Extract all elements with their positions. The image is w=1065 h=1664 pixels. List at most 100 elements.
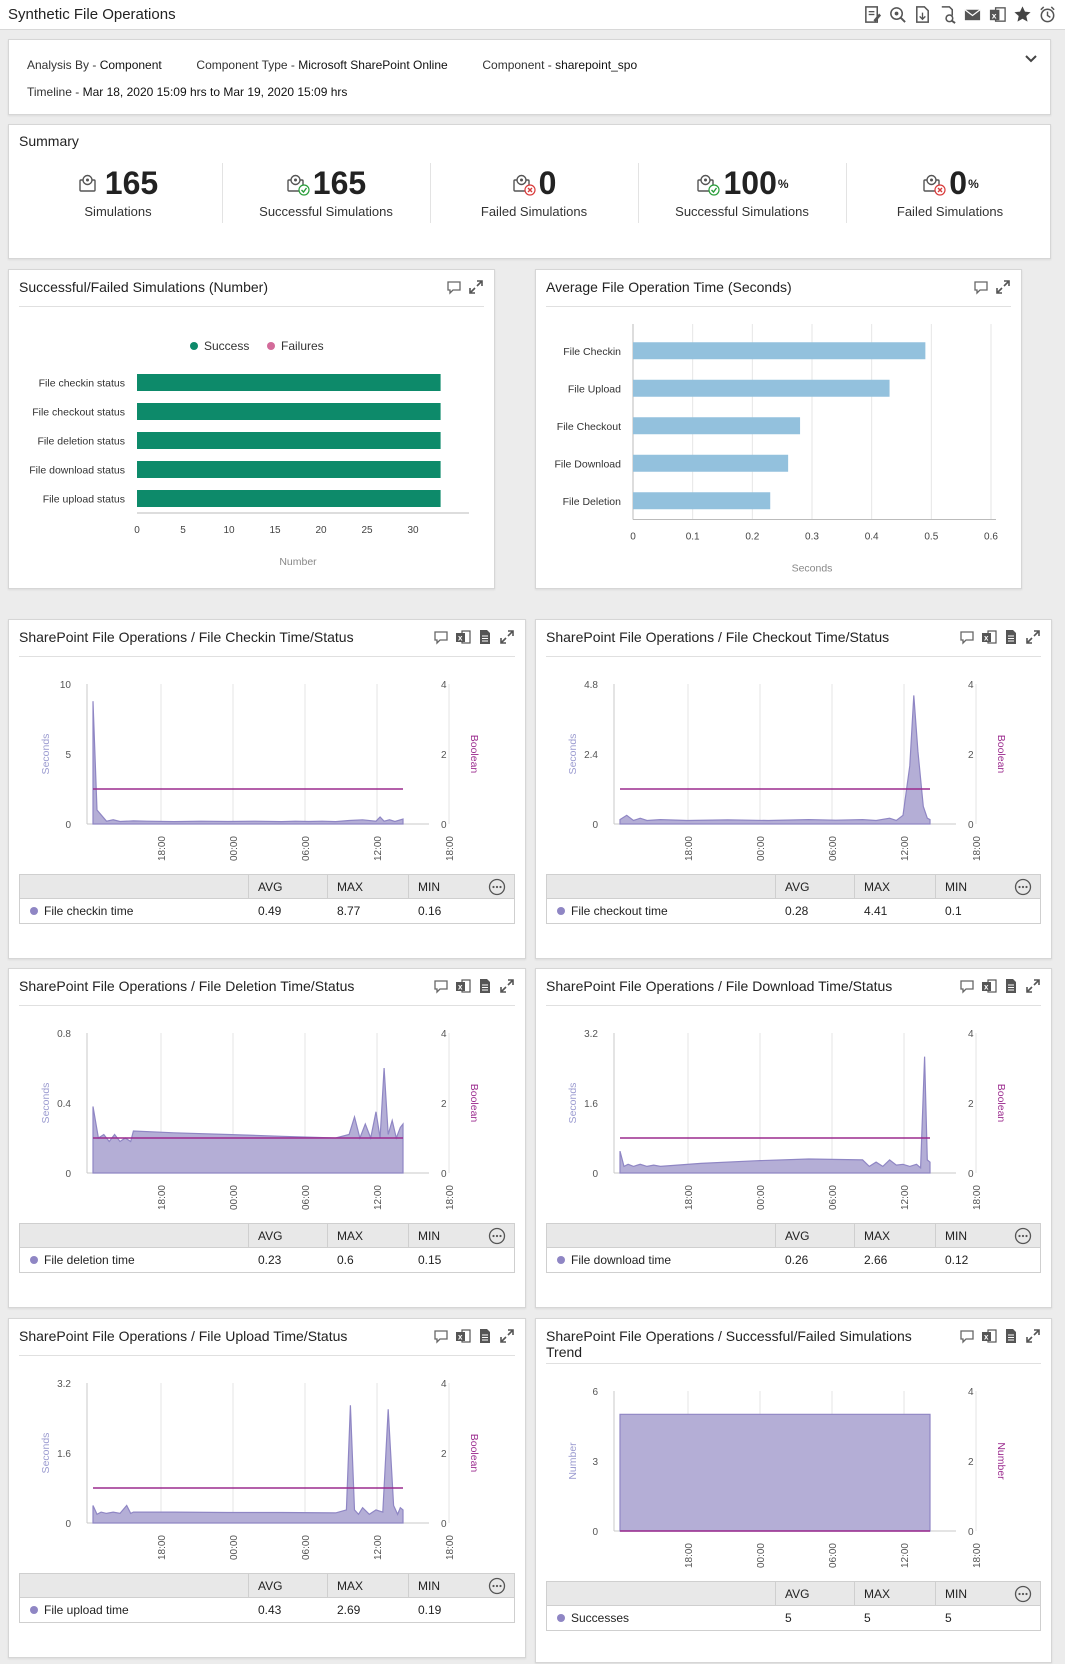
alarm-icon[interactable] bbox=[1038, 5, 1057, 24]
component-label: Component - bbox=[482, 58, 556, 72]
summary-stat-value: 0 bbox=[538, 165, 557, 201]
analysis-by-filter[interactable]: Analysis By - Component bbox=[27, 58, 162, 72]
column-divider bbox=[408, 1574, 409, 1598]
bar[interactable] bbox=[633, 417, 801, 435]
document-icon[interactable] bbox=[477, 629, 493, 645]
y2-tick-label: 2 bbox=[968, 1099, 974, 1110]
excel-icon[interactable]: x bbox=[455, 978, 471, 994]
y-category-label: File deletion status bbox=[37, 436, 125, 448]
page-title: Synthetic File Operations bbox=[8, 6, 176, 23]
y-tick-label: 5 bbox=[65, 750, 71, 761]
panel-divider bbox=[19, 1005, 515, 1006]
summary-stat: 165 Simulations bbox=[14, 165, 222, 225]
component-type-filter[interactable]: Component Type - Microsoft SharePoint On… bbox=[196, 58, 447, 72]
expand-icon[interactable] bbox=[468, 279, 484, 295]
bar[interactable] bbox=[633, 342, 926, 360]
time-series-panel: SharePoint File Operations / File Checki… bbox=[8, 619, 526, 959]
excel-icon[interactable]: x bbox=[981, 629, 997, 645]
stat-value-cell: 5 bbox=[785, 1611, 792, 1625]
y2-axis-label: Boolean bbox=[995, 735, 1007, 774]
more-options-icon[interactable] bbox=[488, 1577, 506, 1595]
bar[interactable] bbox=[137, 403, 441, 420]
document-icon[interactable] bbox=[1003, 629, 1019, 645]
more-options-icon[interactable] bbox=[1014, 878, 1032, 896]
comment-icon[interactable] bbox=[433, 978, 449, 994]
x-tick-label: 20 bbox=[315, 525, 327, 536]
excel-icon[interactable]: x bbox=[455, 629, 471, 645]
stat-value-cell: 5 bbox=[864, 1611, 871, 1625]
wizard-icon[interactable] bbox=[888, 5, 907, 24]
summary-stat-value-row: 165 bbox=[222, 165, 430, 202]
expand-icon[interactable] bbox=[499, 978, 515, 994]
series-marker bbox=[557, 1613, 565, 1622]
expand-icon[interactable] bbox=[499, 629, 515, 645]
bar[interactable] bbox=[633, 492, 771, 510]
comment-icon[interactable] bbox=[446, 279, 462, 295]
expand-icon[interactable] bbox=[1025, 629, 1041, 645]
print-icon[interactable] bbox=[938, 5, 957, 24]
report-icon[interactable] bbox=[863, 5, 882, 24]
comment-icon[interactable] bbox=[959, 629, 975, 645]
bar[interactable] bbox=[137, 432, 441, 449]
area-series[interactable] bbox=[619, 1413, 931, 1532]
more-options-icon[interactable] bbox=[1014, 1585, 1032, 1603]
y-tick-label: 4.8 bbox=[584, 680, 598, 691]
excel-icon[interactable]: x bbox=[455, 1328, 471, 1344]
area-series[interactable] bbox=[619, 1056, 931, 1174]
document-icon[interactable] bbox=[477, 978, 493, 994]
summary-title: Summary bbox=[19, 133, 79, 149]
y2-tick-label: 2 bbox=[441, 1449, 447, 1460]
document-icon[interactable] bbox=[1003, 978, 1019, 994]
comment-icon[interactable] bbox=[973, 279, 989, 295]
y-category-label: File download status bbox=[29, 465, 125, 477]
expand-icon[interactable] bbox=[995, 279, 1011, 295]
y-axis-label: Seconds bbox=[40, 1083, 52, 1124]
y-category-label: File checkin status bbox=[39, 378, 125, 390]
bar[interactable] bbox=[633, 379, 890, 397]
panel-title: Successful/Failed Simulations (Number) bbox=[19, 279, 268, 295]
bar[interactable] bbox=[633, 454, 789, 472]
excel-icon[interactable]: x bbox=[981, 1328, 997, 1344]
area-series[interactable] bbox=[619, 695, 931, 825]
filter-row-2: Timeline - Mar 18, 2020 15:09 hrs to Mar… bbox=[27, 85, 347, 99]
expand-icon[interactable] bbox=[1025, 978, 1041, 994]
email-icon[interactable] bbox=[963, 5, 982, 24]
expand-icon[interactable] bbox=[499, 1328, 515, 1344]
comment-icon[interactable] bbox=[433, 629, 449, 645]
pdf-icon[interactable] bbox=[913, 5, 932, 24]
excel-icon[interactable]: x bbox=[988, 5, 1007, 24]
document-icon[interactable] bbox=[1003, 1328, 1019, 1344]
y2-tick-label: 0 bbox=[968, 1169, 974, 1180]
comment-icon[interactable] bbox=[433, 1328, 449, 1344]
bar[interactable] bbox=[137, 374, 441, 391]
excel-icon[interactable]: x bbox=[981, 978, 997, 994]
y-tick-label: 3.2 bbox=[584, 1029, 598, 1040]
chevron-down-icon[interactable] bbox=[1024, 52, 1038, 66]
timeline-filter[interactable]: Timeline - Mar 18, 2020 15:09 hrs to Mar… bbox=[27, 85, 347, 99]
y2-tick-label: 4 bbox=[441, 1029, 447, 1040]
bar[interactable] bbox=[137, 490, 441, 507]
more-options-icon[interactable] bbox=[1014, 1227, 1032, 1245]
component-filter[interactable]: Component - sharepoint_spo bbox=[482, 58, 637, 72]
simulation-icon bbox=[79, 174, 96, 192]
comment-icon[interactable] bbox=[959, 1328, 975, 1344]
expand-icon[interactable] bbox=[1025, 1328, 1041, 1344]
stat-value-cell: 0.23 bbox=[258, 1253, 282, 1267]
area-series[interactable] bbox=[92, 701, 404, 825]
area-series[interactable] bbox=[92, 1067, 404, 1174]
favorite-icon[interactable] bbox=[1013, 5, 1032, 24]
more-options-icon[interactable] bbox=[488, 878, 506, 896]
document-icon[interactable] bbox=[477, 1328, 493, 1344]
bar[interactable] bbox=[137, 461, 441, 478]
comment-icon[interactable] bbox=[959, 978, 975, 994]
x-tick-label: 06:00 bbox=[828, 1185, 839, 1210]
stat-value-cell: 0.49 bbox=[258, 904, 282, 918]
stats-table-header: AVG MAX MIN bbox=[20, 875, 514, 899]
simulation-failed-icon bbox=[512, 174, 536, 196]
more-options-icon[interactable] bbox=[488, 1227, 506, 1245]
stat-value-cell: 2.66 bbox=[864, 1253, 888, 1267]
x-tick-label: 25 bbox=[361, 525, 373, 536]
stats-table-row: Successes 5 5 5 bbox=[547, 1606, 1040, 1630]
area-series[interactable] bbox=[92, 1405, 404, 1524]
column-header: AVG bbox=[785, 880, 810, 894]
